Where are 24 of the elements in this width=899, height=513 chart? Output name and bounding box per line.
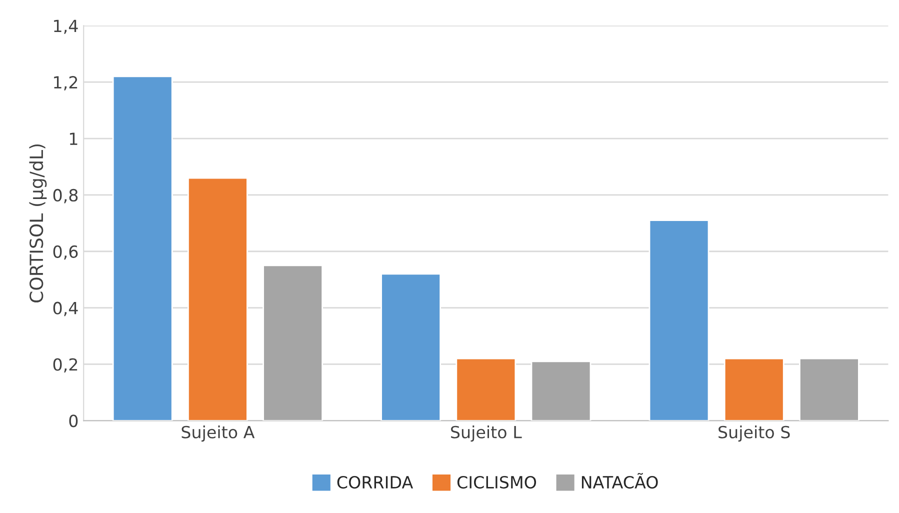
- y-tick-label: 1: [70, 132, 78, 145]
- bar: [648, 220, 710, 421]
- bar: [188, 177, 248, 421]
- bar: [380, 273, 442, 421]
- y-axis-title: CORTISOL (µg/dL): [29, 144, 47, 302]
- legend-label: NATACÃO: [582, 473, 658, 489]
- y-tick-label: 1,2: [54, 76, 78, 90]
- legend-label: CORRIDA: [337, 476, 414, 489]
- bar: [112, 76, 173, 421]
- bar: [530, 360, 592, 421]
- x-tick-label: Sujeito A: [182, 426, 255, 442]
- y-tick-label: 0,4: [53, 302, 78, 316]
- y-tick-label: 0: [69, 414, 78, 428]
- y-tick-label: 0,8: [53, 188, 78, 204]
- bar: [262, 264, 323, 421]
- x-tick-label: Sujeito S: [718, 426, 790, 442]
- y-tick-label: 0,6: [53, 245, 78, 260]
- bar: [724, 358, 784, 421]
- y-tick-label: 1,4: [54, 20, 78, 34]
- x-tick-label: Sujeito L: [451, 426, 522, 442]
- legend-label: CICLISMO: [457, 476, 536, 489]
- bar: [799, 358, 860, 421]
- y-tick-label: 0,2: [53, 358, 78, 372]
- bar: [456, 358, 516, 421]
